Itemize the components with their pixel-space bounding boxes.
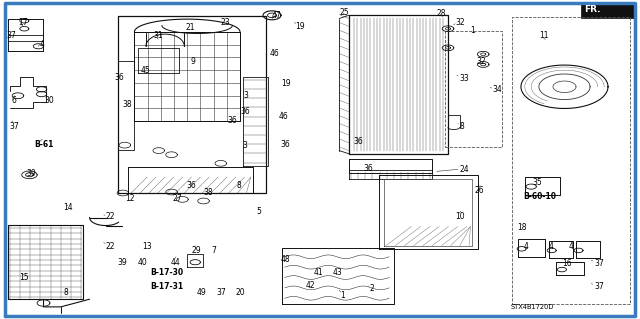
- Text: 39: 39: [118, 258, 127, 267]
- Text: 42: 42: [306, 281, 316, 290]
- Text: 48: 48: [280, 256, 290, 264]
- Text: 36: 36: [114, 73, 124, 82]
- Text: 9: 9: [191, 57, 196, 66]
- Text: 14: 14: [63, 204, 72, 212]
- Text: 34: 34: [493, 85, 502, 94]
- Text: 15: 15: [19, 273, 29, 282]
- Text: 20: 20: [236, 288, 245, 297]
- Text: 46: 46: [270, 49, 280, 58]
- Text: 46: 46: [278, 112, 288, 121]
- Text: 36: 36: [353, 137, 363, 146]
- Bar: [581, 2, 634, 18]
- Text: 8: 8: [460, 122, 464, 130]
- Text: 4: 4: [568, 242, 573, 251]
- Text: 12: 12: [125, 194, 134, 203]
- Text: 36: 36: [187, 181, 196, 190]
- Text: 39: 39: [27, 169, 36, 178]
- Text: 1: 1: [340, 291, 345, 300]
- Text: 40: 40: [138, 258, 147, 267]
- Text: B-17-31: B-17-31: [150, 282, 183, 291]
- Text: 44: 44: [171, 258, 180, 267]
- Text: 4: 4: [524, 242, 529, 251]
- Text: 1: 1: [470, 26, 475, 35]
- Text: B-60-10: B-60-10: [524, 192, 557, 201]
- Text: 25: 25: [339, 8, 349, 17]
- Text: 16: 16: [562, 259, 572, 268]
- Text: 47: 47: [272, 11, 282, 20]
- Text: 37: 37: [594, 282, 604, 291]
- Text: 24: 24: [460, 165, 469, 174]
- Text: 10: 10: [456, 212, 465, 221]
- Text: 49: 49: [197, 288, 207, 297]
- Text: 6: 6: [12, 96, 17, 105]
- Text: 37: 37: [594, 259, 604, 268]
- Text: 41: 41: [314, 268, 323, 277]
- Text: 22: 22: [106, 212, 115, 221]
- Text: 32: 32: [477, 57, 486, 66]
- Text: 7: 7: [211, 246, 216, 255]
- Text: 38: 38: [123, 100, 132, 109]
- Text: 13: 13: [142, 242, 152, 251]
- Text: 8: 8: [237, 181, 241, 190]
- Text: 5: 5: [256, 207, 261, 216]
- Text: 11: 11: [539, 31, 548, 40]
- Text: 36: 36: [240, 107, 250, 115]
- Text: 23: 23: [221, 19, 230, 27]
- Text: 30: 30: [45, 96, 54, 105]
- Text: 43: 43: [333, 268, 342, 277]
- Text: 21: 21: [186, 23, 195, 32]
- Text: B-61: B-61: [34, 140, 53, 149]
- Text: STX4B1720D: STX4B1720D: [511, 304, 554, 310]
- Text: 36: 36: [227, 116, 237, 125]
- Text: 8: 8: [64, 288, 68, 297]
- Text: 3: 3: [243, 91, 248, 100]
- Text: 28: 28: [436, 9, 446, 18]
- Text: 26: 26: [475, 186, 484, 195]
- Text: B-17-30: B-17-30: [150, 268, 183, 277]
- Text: 2: 2: [370, 284, 374, 293]
- Text: 4: 4: [40, 40, 45, 48]
- Text: 18: 18: [517, 223, 527, 232]
- Text: 19: 19: [296, 22, 305, 31]
- Text: 4: 4: [549, 242, 554, 251]
- Text: 22: 22: [106, 242, 115, 251]
- Text: FR.: FR.: [584, 5, 601, 14]
- Text: 37: 37: [216, 288, 226, 297]
- Text: 36: 36: [280, 140, 290, 149]
- Text: 3: 3: [242, 141, 247, 150]
- Text: 36: 36: [364, 164, 373, 173]
- Text: 31: 31: [154, 31, 163, 40]
- Text: 17: 17: [18, 18, 28, 27]
- Text: 19: 19: [282, 79, 291, 88]
- Text: 33: 33: [460, 74, 469, 83]
- Text: 29: 29: [192, 246, 202, 255]
- Text: 37: 37: [6, 31, 16, 40]
- Text: 37: 37: [9, 122, 19, 130]
- Text: 38: 38: [204, 188, 213, 197]
- Text: 45: 45: [141, 66, 150, 75]
- Text: 35: 35: [532, 178, 542, 187]
- Text: 27: 27: [173, 194, 182, 203]
- Text: 32: 32: [456, 19, 465, 27]
